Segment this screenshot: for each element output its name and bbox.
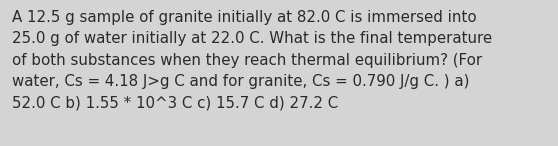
Text: A 12.5 g sample of granite initially at 82.0 C is immersed into
25.0 g of water : A 12.5 g sample of granite initially at …	[12, 10, 492, 110]
